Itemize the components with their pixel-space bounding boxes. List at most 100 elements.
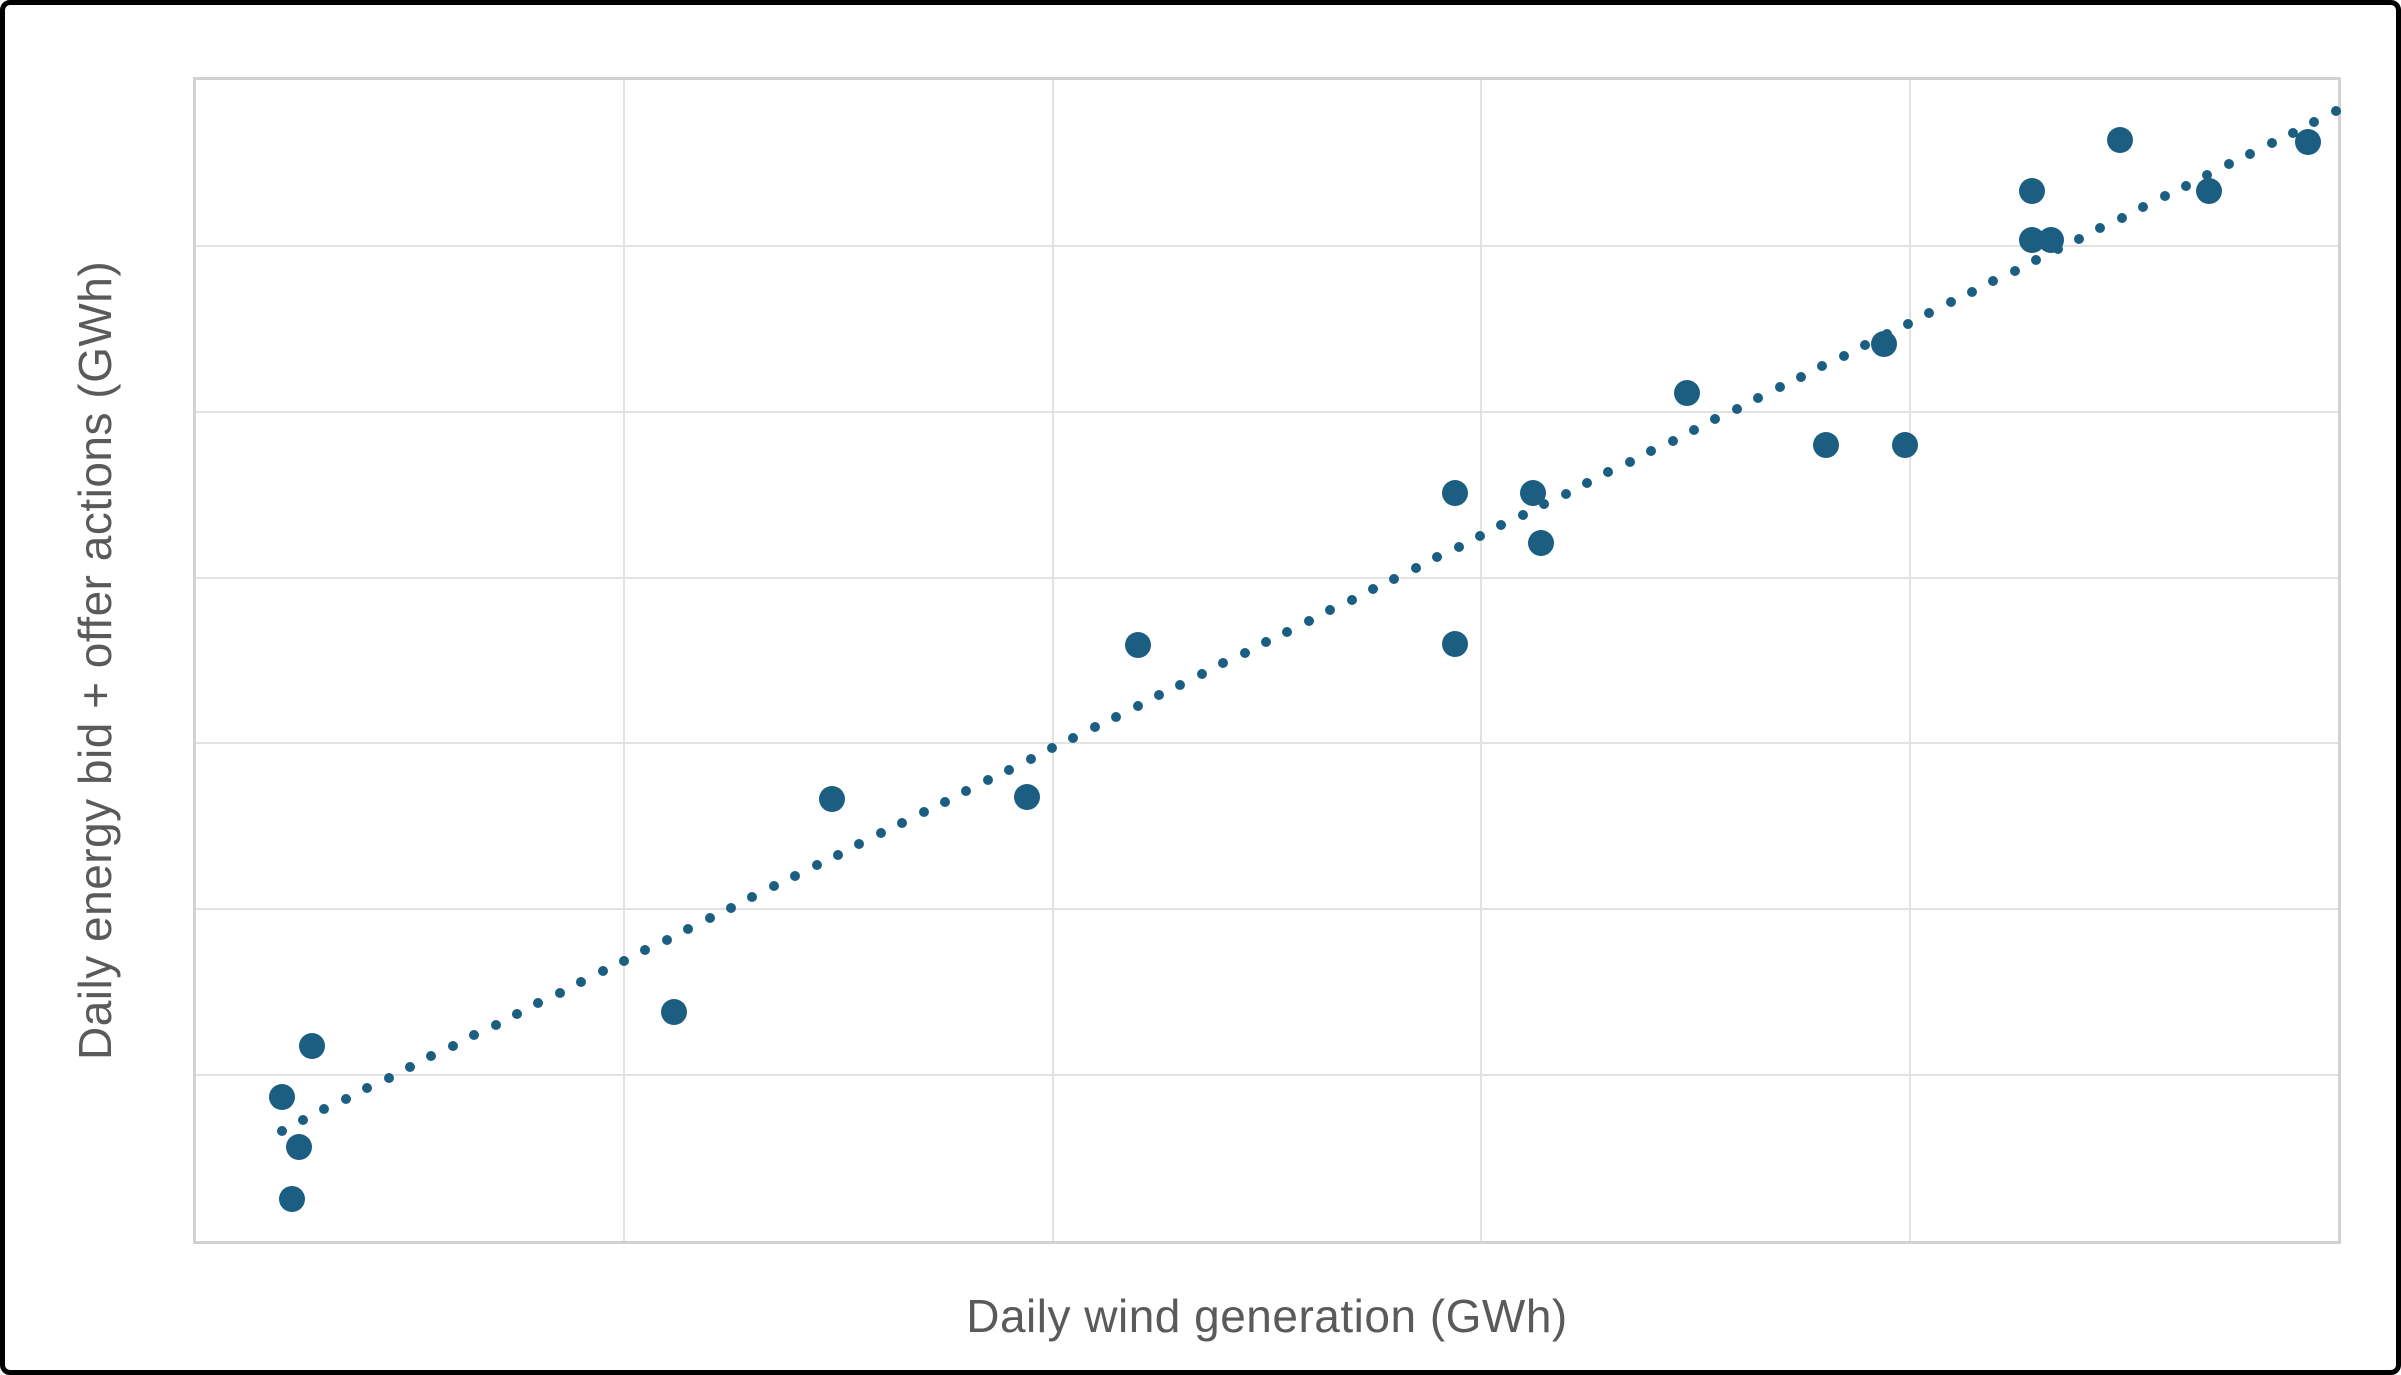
trendline-dot [768,881,779,892]
trendline-dot [490,1019,501,1030]
trendline-dot [1924,308,1935,319]
trendline-dot [1646,446,1657,457]
trendline-dot [1988,276,1999,287]
horizontal-gridline [196,742,2338,745]
vertical-gridline [1051,80,1054,1241]
trendline-dot [704,913,715,924]
trendline-dot [1688,424,1699,435]
trendline-dot [1153,690,1164,701]
trendline-dot [426,1051,437,1062]
trendline-dot [854,839,865,849]
y-axis-label: Daily energy bid + offer actions (GWh) [69,260,121,1061]
trendline-dot [661,934,672,945]
trendline-dot [533,998,544,1009]
trendline-dot [1945,297,1956,308]
trendline-dot [619,955,630,966]
plot-area [193,77,2341,1244]
horizontal-gridline [196,576,2338,579]
trendline-dot [1581,477,1592,488]
trendline-dot [1517,509,1528,520]
scatter-point [2196,178,2223,205]
trendline-dot [1432,552,1443,563]
trendline-dot [340,1093,351,1104]
trendline-dot [2266,138,2277,149]
trendline-dot [2138,201,2149,212]
scatter-point [285,1133,312,1160]
scatter-point [1125,632,1152,659]
horizontal-gridline [196,1074,2338,1077]
scatter-point [2037,227,2064,254]
trendline-dot [1389,573,1400,584]
trendline-dot [1068,732,1079,743]
trendline-dot [1453,541,1464,552]
trendline-dot [2181,180,2192,191]
trendline-dot [1860,339,1871,350]
trendline-dot [1111,711,1122,722]
trendline-dot [1967,286,1978,297]
trendline-dot [1838,350,1849,361]
scatter-point [1673,380,1700,407]
trendline-dot [512,1008,523,1019]
trendline-dot [1774,382,1785,393]
x-axis-label: Daily wind generation (GWh) [966,1290,1568,1342]
scatter-point [1892,431,1919,458]
trendline-dot [383,1072,394,1083]
trendline-dot [469,1030,480,1041]
trendline-dot [2202,170,2213,181]
scatter-point [1442,480,1469,507]
scatter-point [298,1032,325,1059]
vertical-gridline [1480,80,1483,1241]
vertical-gridline [623,80,626,1241]
trendline-dot [1303,616,1314,627]
trendline-dot [2330,106,2341,117]
trendline-dot [1282,626,1293,637]
scatter-point [819,785,846,812]
trendline-dot [982,775,993,786]
trendline-dot [362,1083,373,1094]
horizontal-gridline [196,908,2338,911]
trendline-dot [1132,700,1143,711]
trendline-dot [1731,403,1742,414]
trendline-dot [790,870,801,881]
trendline-dot [1795,371,1806,382]
trendline-dot [1539,499,1550,510]
trendline-dot [961,785,972,796]
trendline-dot [2116,212,2127,223]
trendline-dot [1325,605,1336,616]
vertical-gridline [1908,80,1911,1241]
trendline-dot [726,902,737,913]
trendline-dot [1817,361,1828,372]
trendline-dot [2031,255,2042,265]
scatter-point [2295,128,2321,155]
trendline-dot [319,1104,330,1115]
scatter-point [660,999,687,1026]
scatter-point [1442,631,1469,658]
trendline-dot [811,860,822,871]
trendline-dot [2095,223,2106,234]
horizontal-gridline [196,410,2338,413]
trendline-dot [683,923,694,934]
trendline-dot [447,1040,458,1051]
trendline-dot [1367,584,1378,595]
trendline-dot [1624,456,1635,467]
trendline-dot [1260,637,1271,648]
trendline-dot [1710,414,1721,425]
trendline-dot [1089,722,1100,733]
trendline-dot [2159,191,2170,202]
trendline-dot [833,849,844,860]
trendline-dot [1239,647,1250,658]
trendline-dot [554,987,565,998]
trendline-dot [1474,531,1485,542]
trendline-dot [1667,435,1678,446]
scatter-point [2018,178,2045,205]
trendline-dot [1410,562,1421,573]
trendline-dot [1560,488,1571,499]
trendline-dot [875,828,886,839]
scatter-point [1014,784,1041,811]
trendline-dot [1218,658,1229,669]
trendline-dot [2074,233,2085,244]
trendline-dot [1025,754,1036,765]
trendline-dot [1175,679,1186,690]
scatter-point [2106,127,2133,154]
scatter-point [1528,530,1555,557]
